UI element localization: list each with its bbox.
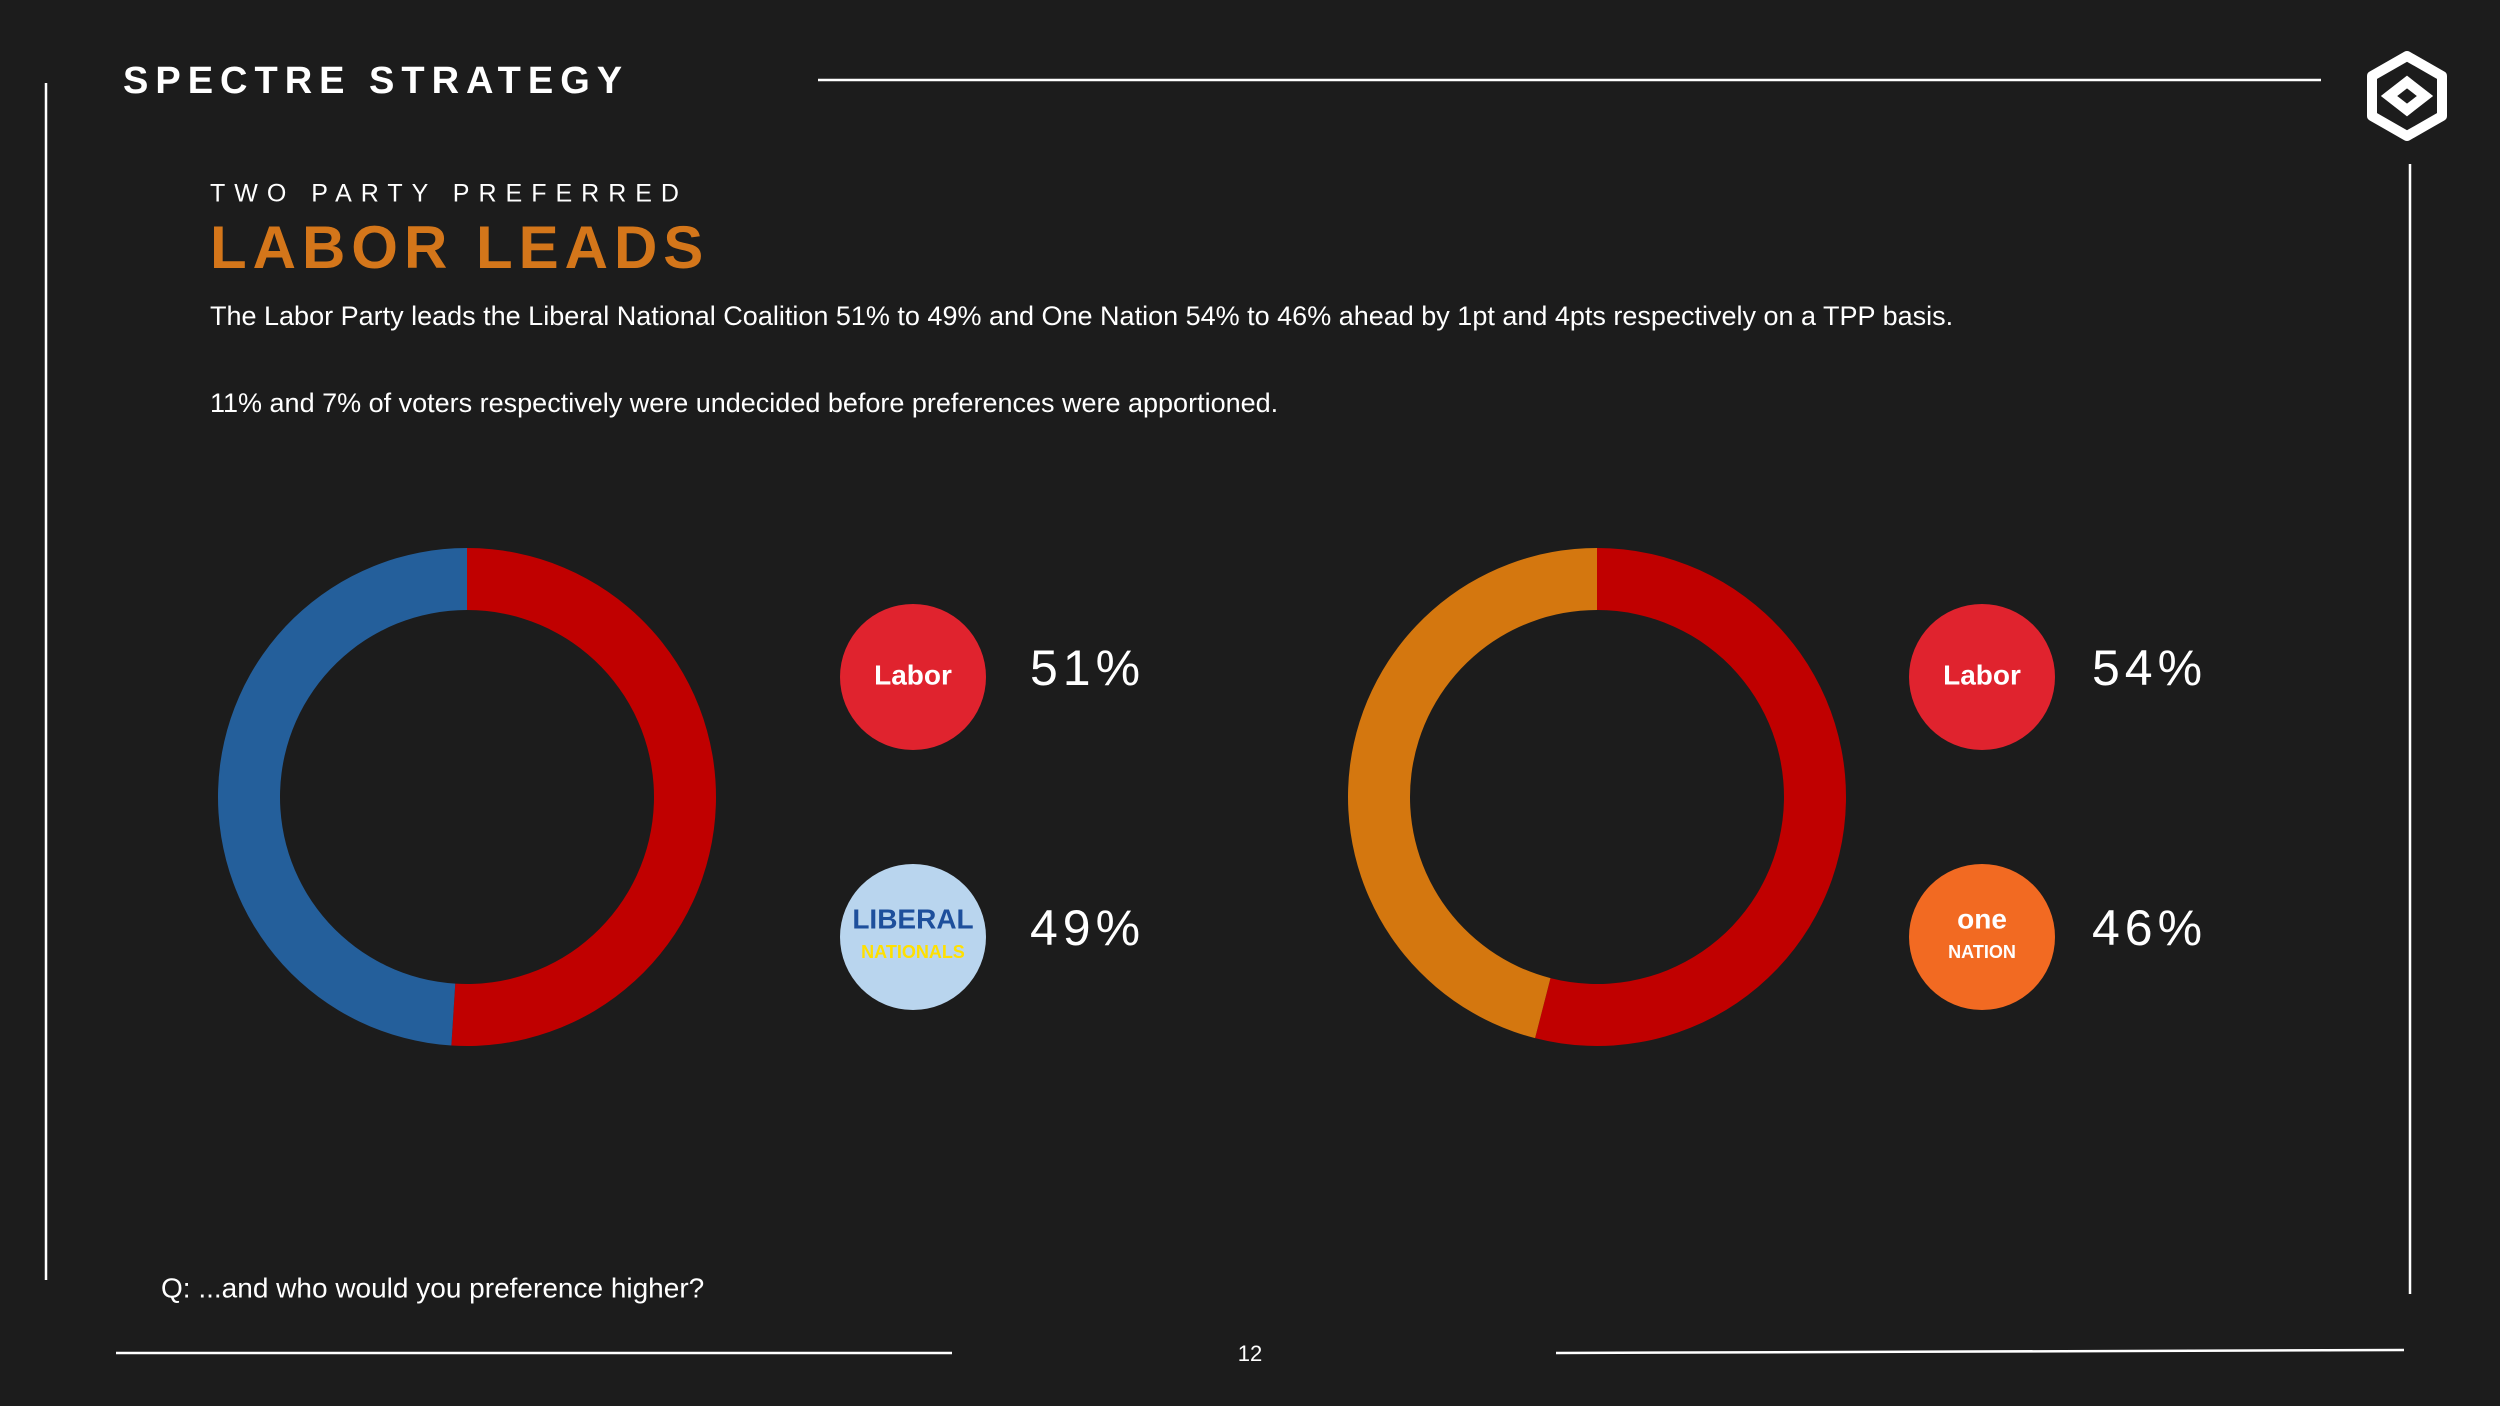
brand-logo	[2367, 51, 2447, 141]
logo-text: NATIONALS	[861, 942, 965, 962]
party-logo	[1909, 604, 2055, 750]
kicker: TWO PARTY PREFERRED	[210, 180, 688, 208]
value-label: 54%	[2092, 640, 2207, 696]
logo-text: Labor	[874, 659, 952, 690]
donut-slice	[218, 548, 467, 1046]
body-text: The Labor Party leads the Liberal Nation…	[210, 301, 1953, 331]
party-logo	[1909, 864, 2055, 1010]
donut-slice	[451, 548, 717, 1046]
party-logo	[840, 604, 986, 750]
value-label: 51%	[1030, 640, 1145, 696]
party-logo	[840, 864, 986, 1010]
brand: SPECTRE STRATEGY	[123, 60, 629, 102]
page-number: 12	[1238, 1341, 1262, 1366]
question: Q: ...and who would you preference highe…	[161, 1272, 704, 1303]
logo-text: one	[1957, 903, 2007, 934]
body-text: 11% and 7% of voters respectively were u…	[210, 388, 1278, 418]
logo-text: LIBERAL	[852, 903, 973, 934]
slide-title: LABOR LEADS	[210, 214, 709, 281]
logo-text: NATION	[1948, 942, 2016, 962]
value-label: 46%	[2092, 900, 2207, 956]
value-label: 49%	[1030, 900, 1145, 956]
logo-text: Labor	[1943, 659, 2021, 690]
footer-rule	[1555, 1348, 2405, 1355]
donut-slice	[1347, 548, 1597, 1039]
donut-slice	[1535, 548, 1846, 1046]
